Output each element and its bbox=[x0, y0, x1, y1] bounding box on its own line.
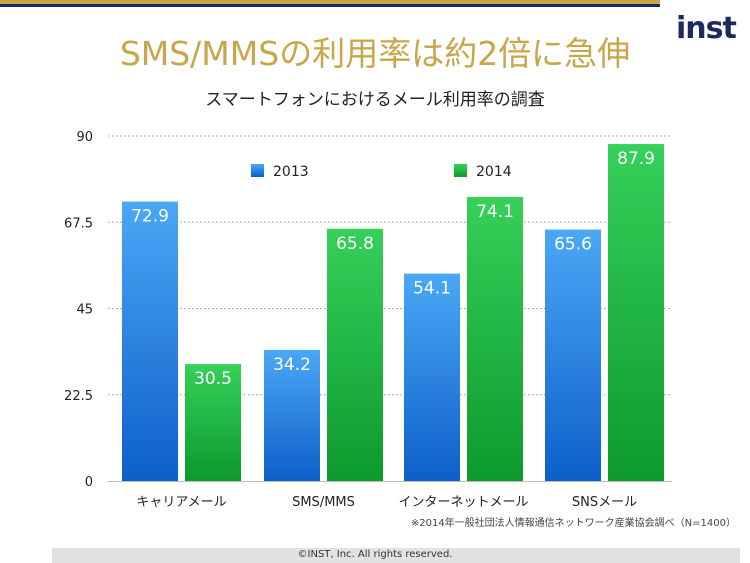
footer-bar bbox=[52, 548, 740, 563]
bar-2014-1 bbox=[327, 228, 383, 481]
data-label: 72.9 bbox=[131, 207, 169, 227]
header-accent-navy bbox=[0, 4, 660, 7]
y-tick-label: 0 bbox=[85, 475, 93, 490]
y-tick-label: 45 bbox=[76, 303, 93, 318]
slide-title: SMS/MMSの利用率は約2倍に急伸 bbox=[119, 34, 631, 73]
data-label: 74.1 bbox=[476, 202, 514, 222]
x-tick-label: SNSメール bbox=[572, 495, 637, 510]
y-tick-label: 22.5 bbox=[64, 389, 93, 404]
data-label: 87.9 bbox=[617, 149, 655, 169]
bar-2013-0 bbox=[122, 201, 178, 482]
legend-swatch-2014 bbox=[454, 164, 467, 177]
bar-2013-1 bbox=[264, 349, 320, 481]
bar-2014-2 bbox=[467, 196, 523, 481]
data-label: 54.1 bbox=[413, 279, 451, 299]
data-label: 30.5 bbox=[194, 369, 232, 389]
chart-subtitle: スマートフォンにおけるメール利用率の調査 bbox=[205, 90, 545, 110]
x-tick-label: SMS/MMS bbox=[292, 495, 355, 510]
data-label: 65.8 bbox=[336, 234, 374, 254]
legend-swatch-2013 bbox=[251, 164, 264, 177]
y-tick-label: 90 bbox=[76, 130, 93, 145]
legend-label: 2014 bbox=[476, 164, 512, 180]
x-tick-label: キャリアメール bbox=[136, 495, 226, 510]
bar-2013-3 bbox=[545, 229, 601, 481]
legend-label: 2013 bbox=[273, 164, 309, 180]
bar-2014-0 bbox=[185, 364, 241, 481]
data-label: 65.6 bbox=[554, 235, 592, 255]
data-label: 34.2 bbox=[273, 355, 311, 375]
header-accent-gold bbox=[0, 0, 660, 4]
bar-2013-2 bbox=[404, 273, 460, 481]
source-note: ※2014年一般社団法人情報通信ネットワーク産業協会調べ（N=1400） bbox=[410, 518, 736, 529]
y-tick-label: 67.5 bbox=[64, 216, 93, 231]
bar-2014-3 bbox=[608, 144, 664, 482]
copyright: ©INST, Inc. All rights reserved. bbox=[297, 549, 453, 560]
inst-logo: inst bbox=[676, 11, 737, 46]
x-tick-label: インターネットメール bbox=[398, 495, 528, 510]
